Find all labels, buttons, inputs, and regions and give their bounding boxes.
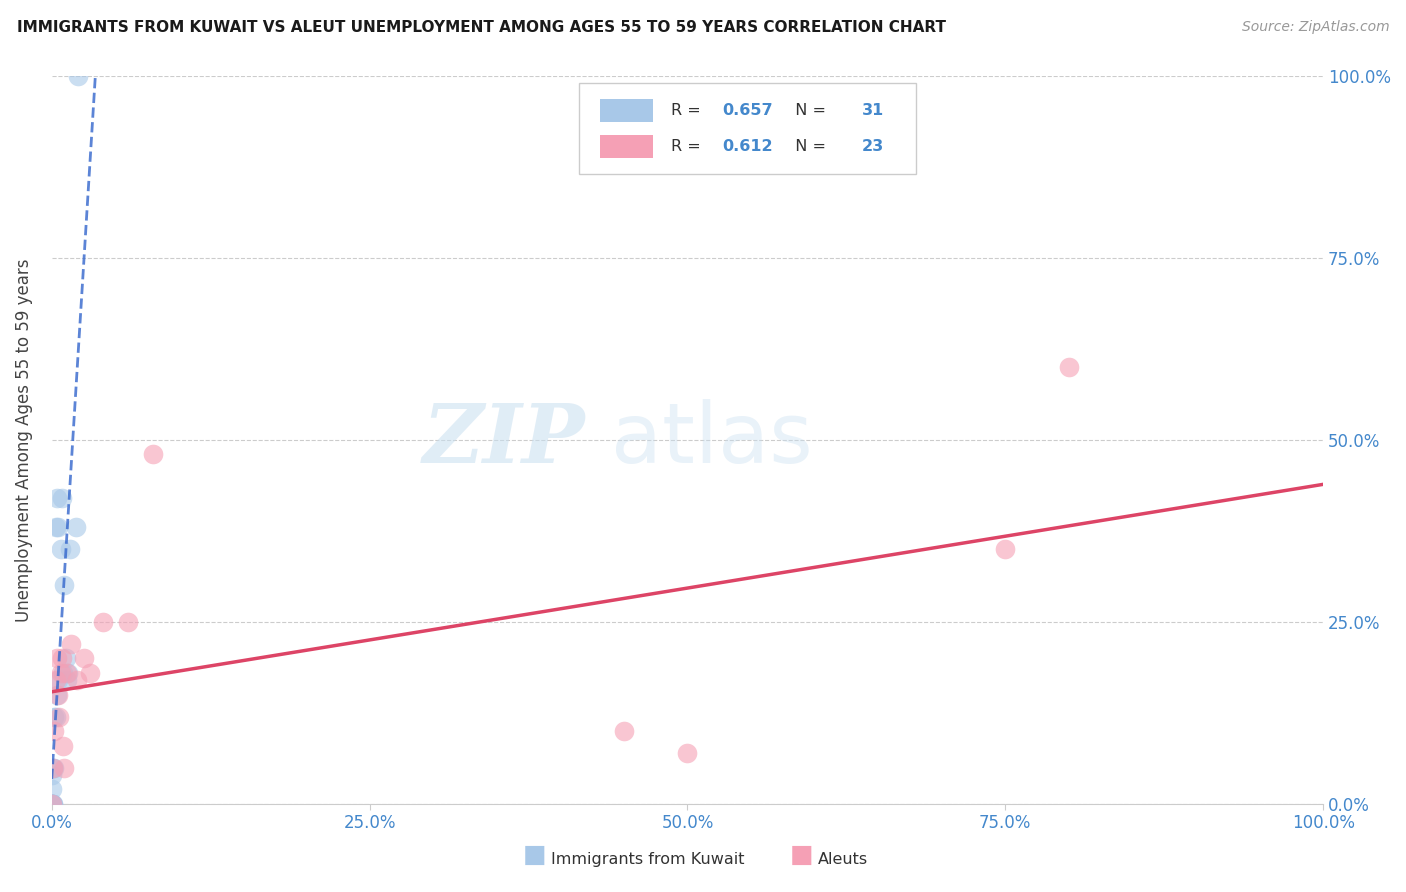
- Point: [91, 615, 114, 629]
- Point: [49, 541, 72, 556]
- Point: [52, 739, 75, 753]
- Point: [72, 651, 94, 665]
- Point: [66, 673, 89, 687]
- Point: [41, 782, 63, 797]
- Point: [41, 797, 63, 811]
- Point: [51, 651, 73, 665]
- Point: [45, 491, 67, 505]
- Text: ZIP: ZIP: [423, 400, 586, 480]
- Point: [45, 520, 67, 534]
- Point: [41, 797, 63, 811]
- Point: [58, 541, 80, 556]
- Point: [45, 651, 67, 665]
- Point: [117, 615, 139, 629]
- FancyBboxPatch shape: [600, 135, 654, 158]
- Text: 31: 31: [862, 103, 884, 118]
- Point: [52, 665, 75, 680]
- Point: [46, 520, 69, 534]
- Text: Immigrants from Kuwait: Immigrants from Kuwait: [551, 852, 745, 867]
- FancyBboxPatch shape: [600, 99, 654, 122]
- Point: [46, 688, 69, 702]
- Point: [42, 760, 65, 774]
- Point: [53, 760, 76, 774]
- Point: [49, 665, 72, 680]
- Point: [1057, 359, 1080, 374]
- Text: ■: ■: [523, 843, 546, 867]
- Text: R =: R =: [671, 138, 706, 153]
- Point: [676, 746, 699, 760]
- Text: N =: N =: [786, 103, 831, 118]
- Point: [142, 447, 165, 461]
- Point: [41, 797, 63, 811]
- Point: [67, 69, 90, 83]
- Point: [41, 797, 63, 811]
- Point: [55, 651, 77, 665]
- Text: N =: N =: [786, 138, 831, 153]
- Point: [42, 797, 65, 811]
- Text: atlas: atlas: [612, 400, 813, 480]
- Text: Source: ZipAtlas.com: Source: ZipAtlas.com: [1241, 20, 1389, 34]
- Point: [41, 797, 63, 811]
- Text: 0.612: 0.612: [721, 138, 772, 153]
- Point: [42, 797, 65, 811]
- Point: [45, 673, 67, 687]
- Point: [56, 673, 79, 687]
- Point: [45, 709, 67, 723]
- Text: 0.657: 0.657: [721, 103, 772, 118]
- Point: [613, 724, 636, 739]
- Point: [44, 724, 66, 739]
- Text: 23: 23: [862, 138, 884, 153]
- Point: [41, 797, 63, 811]
- Point: [59, 637, 82, 651]
- Point: [45, 688, 67, 702]
- Point: [48, 709, 70, 723]
- FancyBboxPatch shape: [579, 83, 917, 174]
- Point: [53, 578, 76, 592]
- Point: [46, 673, 69, 687]
- Text: IMMIGRANTS FROM KUWAIT VS ALEUT UNEMPLOYMENT AMONG AGES 55 TO 59 YEARS CORRELATI: IMMIGRANTS FROM KUWAIT VS ALEUT UNEMPLOY…: [17, 20, 946, 35]
- Point: [41, 797, 63, 811]
- Point: [41, 768, 63, 782]
- Point: [42, 760, 65, 774]
- Point: [41, 797, 63, 811]
- Point: [41, 797, 63, 811]
- Point: [994, 541, 1017, 556]
- Text: ■: ■: [790, 843, 813, 867]
- Point: [51, 491, 73, 505]
- Point: [44, 760, 66, 774]
- Point: [44, 709, 66, 723]
- Point: [56, 665, 79, 680]
- Point: [65, 520, 87, 534]
- Point: [58, 665, 80, 680]
- Y-axis label: Unemployment Among Ages 55 to 59 years: Unemployment Among Ages 55 to 59 years: [15, 258, 32, 622]
- Text: Aleuts: Aleuts: [818, 852, 869, 867]
- Point: [79, 665, 101, 680]
- Text: R =: R =: [671, 103, 706, 118]
